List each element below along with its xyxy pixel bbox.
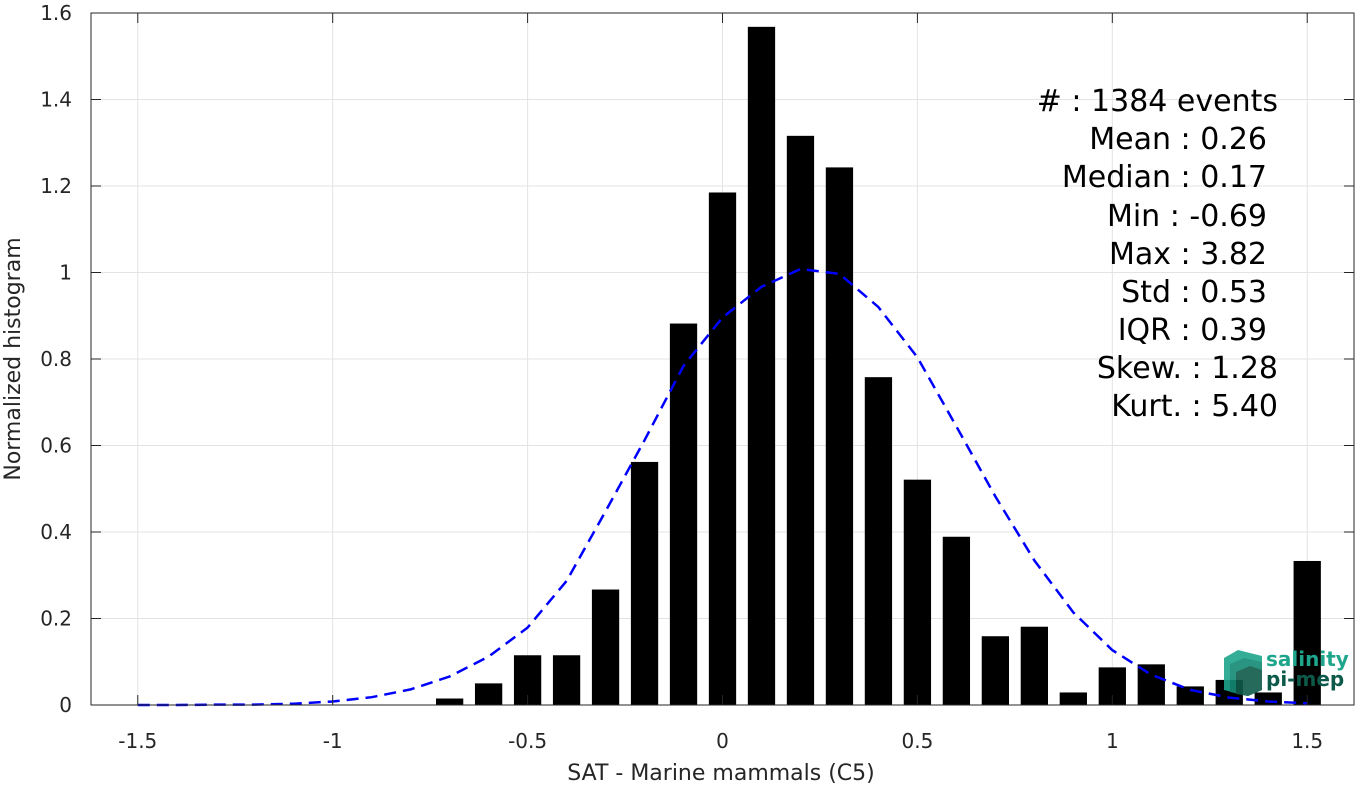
logo-mark-icon	[1224, 650, 1262, 696]
histogram-bar	[474, 683, 503, 705]
histogram-bar	[1254, 692, 1282, 705]
x-tick-label: 0.5	[902, 729, 934, 753]
x-tick-label: -1.5	[118, 729, 157, 753]
logo-text-pimep: pi-mep	[1266, 667, 1344, 691]
x-tick-label: 1	[1106, 729, 1119, 753]
histogram-bar	[786, 135, 815, 705]
histogram-bar	[435, 698, 464, 705]
histogram-bar	[1293, 560, 1321, 705]
y-tick-label: 0.6	[40, 434, 72, 458]
axes	[90, 12, 1355, 706]
y-tick-label: 1	[59, 261, 72, 285]
histogram-bar	[1137, 664, 1165, 705]
histogram-bar	[747, 26, 776, 705]
x-axis-title: SAT - Marine mammals (C5)	[567, 761, 875, 785]
y-tick-label: 0.4	[40, 520, 72, 544]
salinity-pimep-logo: salinity pi-mep	[1224, 647, 1349, 696]
histogram-bar	[981, 636, 1010, 705]
stats-kurt: Kurt. : 5.40	[1111, 389, 1278, 424]
x-tick-label: 1.5	[1291, 729, 1323, 753]
y-tick-label: 1.2	[40, 174, 72, 198]
y-tick-label: 1.4	[40, 88, 72, 112]
stats-mean: Mean : 0.26	[1089, 122, 1267, 157]
y-axis-title: Normalized histogram	[1, 237, 26, 480]
histogram-bar	[1176, 686, 1204, 705]
stats-count: # : 1384 events	[1037, 84, 1278, 119]
histogram-bar	[669, 323, 698, 705]
y-tick-label: 0.8	[40, 347, 72, 371]
x-tick-label: -1	[323, 729, 343, 753]
histogram-bar	[630, 461, 659, 705]
x-tick-label: -0.5	[508, 729, 547, 753]
stats-panel: # : 1384 events Mean : 0.26 Median : 0.1…	[1037, 84, 1278, 424]
y-tick-label: 0	[59, 693, 72, 717]
x-tick-label: 0	[716, 729, 729, 753]
y-tick-label: 0.2	[40, 607, 72, 631]
stats-median: Median : 0.17	[1062, 160, 1267, 195]
histogram-bar	[864, 377, 893, 705]
stats-max: Max : 3.82	[1109, 237, 1267, 272]
histogram-bar	[1059, 692, 1087, 705]
stats-min: Min : -0.69	[1107, 199, 1267, 234]
histogram-bar	[825, 167, 854, 706]
stats-iqr: IQR : 0.39	[1118, 313, 1267, 348]
stats-std: Std : 0.53	[1121, 275, 1267, 310]
logo-text-salinity: salinity	[1266, 647, 1349, 671]
y-tick-label: 1.6	[40, 1, 72, 25]
histogram-bar	[591, 589, 620, 705]
histogram-bar	[552, 655, 581, 705]
histogram-bar	[942, 536, 971, 705]
histogram-bar	[1020, 626, 1048, 705]
histogram-bar	[903, 479, 932, 705]
bars	[435, 26, 1321, 706]
stats-skew: Skew. : 1.28	[1097, 351, 1278, 386]
tick-labels: -1.5 -1 -0.5 0 0.5 1 1.5 0 0.2 0.4 0.6 0.8 1 1.2 1.4 1.…	[40, 1, 1323, 753]
histogram-bar	[708, 192, 737, 706]
